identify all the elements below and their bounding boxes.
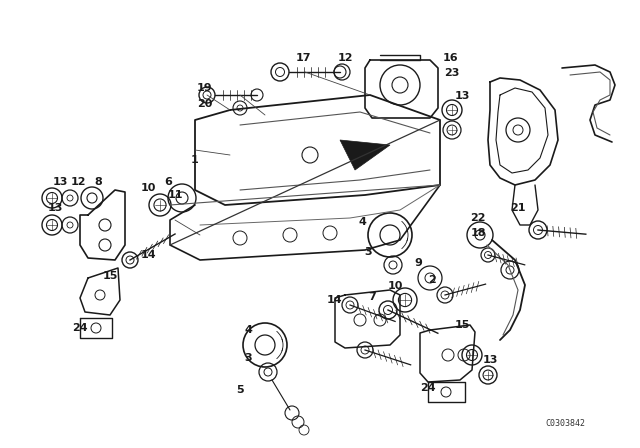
Text: 23: 23 <box>444 68 460 78</box>
Text: 16: 16 <box>442 53 458 63</box>
Text: 4: 4 <box>358 217 366 227</box>
Text: 4: 4 <box>244 325 252 335</box>
Text: 8: 8 <box>94 177 102 187</box>
Text: C0303842: C0303842 <box>545 418 585 427</box>
Text: 13: 13 <box>47 203 63 213</box>
Text: 24: 24 <box>72 323 88 333</box>
Text: 15: 15 <box>454 320 470 330</box>
Text: 14: 14 <box>140 250 156 260</box>
Text: 18: 18 <box>470 228 486 238</box>
Text: 19: 19 <box>197 83 213 93</box>
Text: 20: 20 <box>197 99 212 109</box>
Text: 12: 12 <box>337 53 353 63</box>
Text: 1: 1 <box>191 155 199 165</box>
Text: 13: 13 <box>454 91 470 101</box>
Text: 13: 13 <box>52 177 68 187</box>
Text: 7: 7 <box>368 292 376 302</box>
Text: 24: 24 <box>420 383 436 393</box>
Text: 2: 2 <box>428 275 436 285</box>
Text: 10: 10 <box>140 183 156 193</box>
Text: 22: 22 <box>470 213 486 223</box>
Text: 13: 13 <box>483 355 498 365</box>
Text: 12: 12 <box>70 177 86 187</box>
Text: 21: 21 <box>510 203 525 213</box>
Text: 3: 3 <box>364 247 372 257</box>
Text: 3: 3 <box>244 353 252 363</box>
Text: 11: 11 <box>167 190 183 200</box>
Text: 15: 15 <box>102 271 118 281</box>
Text: 10: 10 <box>387 281 403 291</box>
Text: 14: 14 <box>327 295 343 305</box>
Text: 17: 17 <box>295 53 311 63</box>
Text: 5: 5 <box>236 385 244 395</box>
Text: 9: 9 <box>414 258 422 268</box>
Polygon shape <box>340 140 390 170</box>
Text: 6: 6 <box>164 177 172 187</box>
